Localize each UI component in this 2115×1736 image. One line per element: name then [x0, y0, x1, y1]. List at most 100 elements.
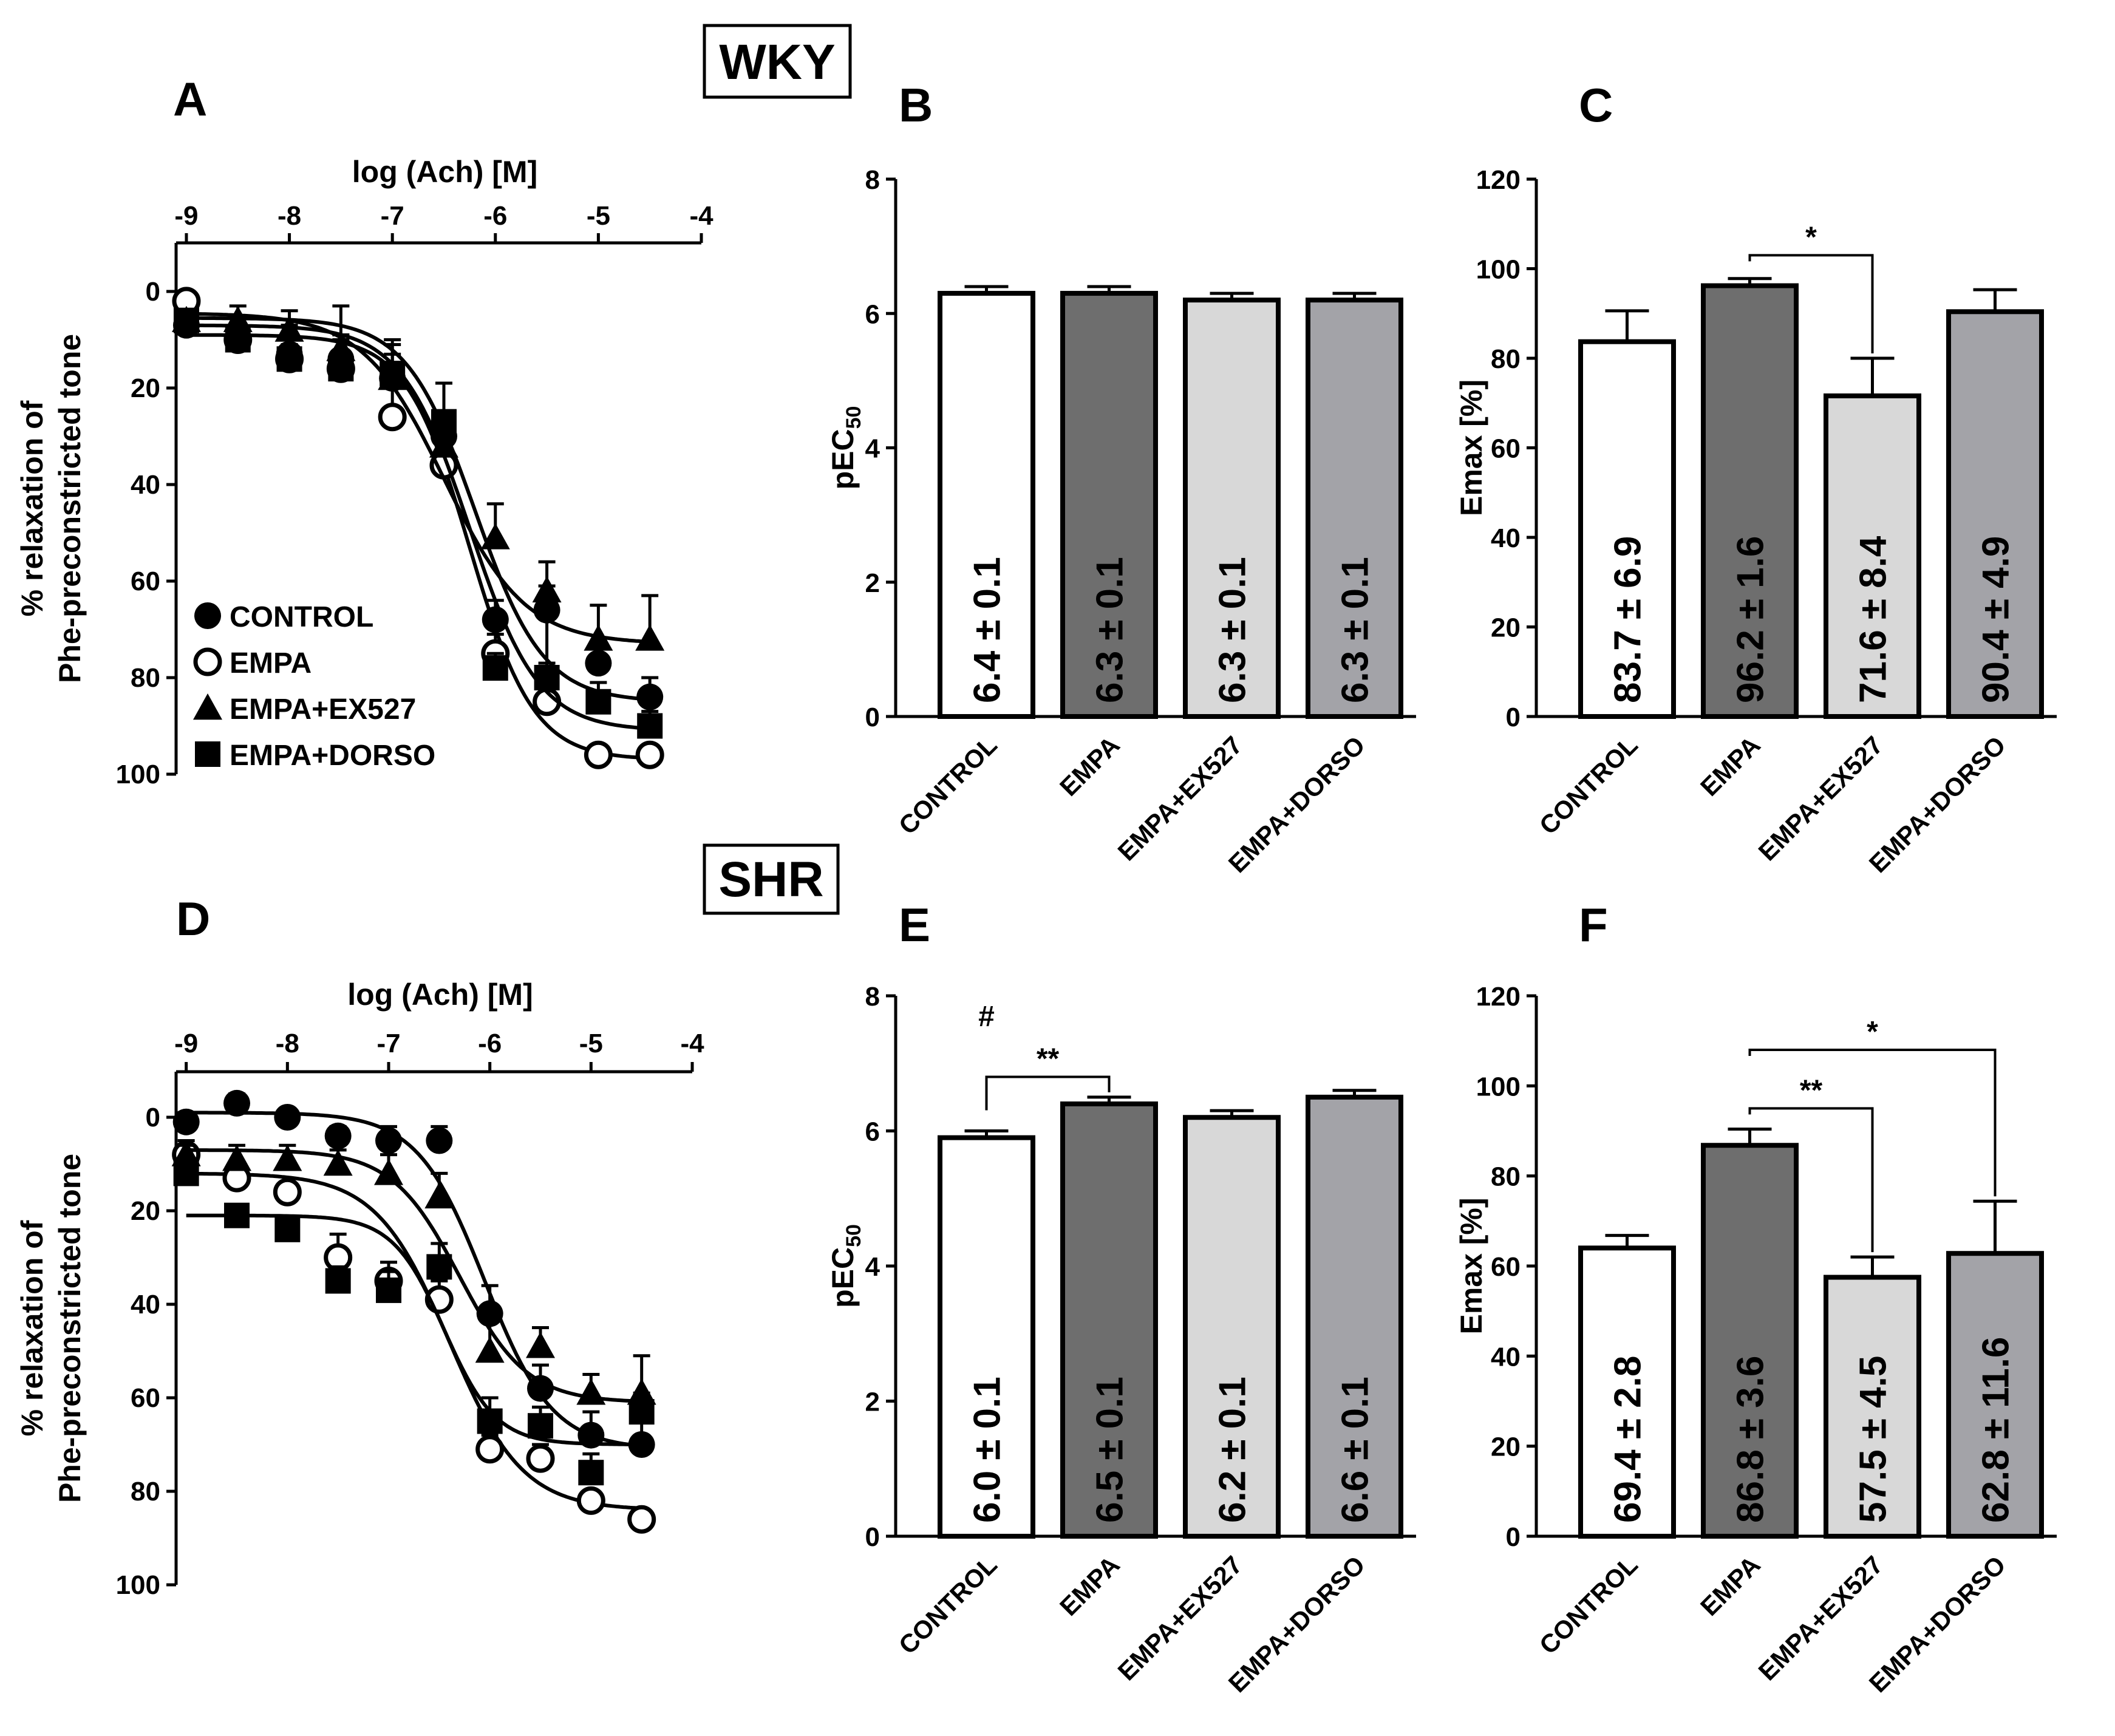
y-tick-label: 8 [865, 165, 880, 195]
y-tick-label: 6 [865, 299, 880, 329]
category-label: EMPA [1054, 1550, 1125, 1621]
data-point [584, 740, 613, 769]
data-point [224, 1202, 250, 1228]
y-tick-label: 60 [131, 567, 160, 596]
data-point [578, 1460, 604, 1486]
data-point [584, 624, 613, 651]
data-point [273, 1177, 302, 1207]
data-point [374, 1159, 403, 1185]
data-point [576, 1378, 606, 1405]
bar-empa [1060, 291, 1158, 719]
x-tick-label: -9 [174, 1029, 198, 1058]
x-tick-label: -7 [381, 201, 404, 231]
data-point [426, 1127, 453, 1154]
y-tick-label: 60 [131, 1383, 160, 1413]
data-point [328, 356, 354, 382]
y-axis-title-sub: 50 [842, 406, 865, 429]
data-point [173, 307, 199, 333]
fit-curve-empa [186, 333, 650, 760]
data-point [585, 689, 611, 715]
data-point [324, 1122, 352, 1149]
y-tick-label: 20 [131, 373, 160, 403]
y-tick-label: 0 [146, 1103, 160, 1132]
bar-value-label: 6.0 ± 0.1 [967, 1377, 1009, 1523]
bar-value-label: 6.2 ± 0.1 [1212, 1377, 1254, 1523]
y-tick-label: 100 [116, 760, 160, 789]
fit-curve-empa-dorso [186, 323, 650, 730]
y-tick-label: 100 [116, 1570, 160, 1600]
y-tick-label: 80 [131, 1477, 160, 1506]
x-tick-label: -7 [376, 1029, 400, 1058]
data-point [576, 1486, 605, 1515]
legend-marker [194, 602, 221, 629]
category-label: CONTROL [893, 1550, 1003, 1659]
bar-value-label: 6.3 ± 0.1 [1089, 557, 1131, 703]
x-tick-label: -5 [579, 1029, 603, 1058]
y-tick-label: 0 [1506, 1522, 1521, 1552]
bar-empa-ex527 [1183, 1115, 1281, 1539]
data-point [585, 650, 612, 677]
bar-value-label: 96.2 ± 1.6 [1730, 536, 1772, 703]
significance-bracket [1748, 1049, 1997, 1197]
x-tick-label: -6 [483, 201, 507, 231]
fit-curve-control [186, 1111, 642, 1448]
data-point [526, 1444, 555, 1473]
y-axis-title-sub: 50 [842, 1224, 865, 1247]
data-point [482, 655, 508, 681]
y-axis-title-line: Phe-preconstricted tone [53, 334, 87, 683]
y-tick-label: 0 [865, 703, 880, 732]
category-label: CONTROL [1534, 1550, 1643, 1659]
data-point [424, 1182, 454, 1209]
y-axis-title-main: pEC [826, 429, 860, 489]
y-tick-label: 0 [865, 1522, 880, 1552]
data-point [375, 1127, 402, 1154]
legend-entry: EMPA+EX527 [230, 693, 416, 726]
data-point [534, 665, 560, 690]
bar-value-label: 90.4 ± 4.9 [1975, 536, 2017, 703]
x-tick-label: -4 [680, 1029, 704, 1058]
x-tick-label: -6 [478, 1029, 502, 1058]
category-label: EMPA [1695, 1550, 1766, 1621]
panel-letter-d: D [176, 892, 210, 945]
chart-c: 0 20 40 60 80 100 120 Emax [%] 83.7 ± 6.9 CONTROL… [1454, 165, 2057, 878]
data-point [477, 1408, 503, 1434]
bar-control [1578, 1245, 1676, 1539]
shr-label: SHR [718, 852, 823, 907]
chart-f: 0 20 40 60 80 100 120 Emax [%] 69.4 ± 2.8 CONTROL… [1454, 982, 2057, 1698]
bar-control [1578, 339, 1676, 719]
data-point [223, 1089, 250, 1117]
y-axis-title-line: % relaxation of [15, 1220, 49, 1436]
data-point [273, 1145, 302, 1171]
panel-letter-f: F [1579, 898, 1608, 951]
y-tick-label: 8 [865, 982, 880, 1012]
data-point [426, 1254, 452, 1280]
y-tick-label: 100 [1476, 1072, 1521, 1101]
bar-value-label: 86.8 ± 3.6 [1730, 1356, 1772, 1523]
bar-control [938, 291, 1035, 719]
data-point [225, 327, 251, 353]
data-point [274, 1104, 301, 1131]
bar-value-label: 6.3 ± 0.1 [1335, 557, 1377, 703]
legend-marker [195, 741, 220, 767]
panel-letter-b: B [899, 78, 933, 132]
fit-curve-empa-dorso [186, 1213, 642, 1446]
data-point [325, 1268, 351, 1294]
fit-curve-empa-ex527 [186, 1148, 642, 1403]
panel-letter-c: C [1579, 78, 1613, 132]
bar-control [938, 1135, 1035, 1539]
bar-value-label: 83.7 ± 6.9 [1607, 536, 1649, 703]
bar-empa [1060, 1101, 1158, 1539]
bar-value-label: 6.3 ± 0.1 [1212, 557, 1254, 703]
legend-entry: EMPA+DORSO [230, 740, 435, 772]
category-label: EMPA [1695, 730, 1766, 802]
bar-empa-ex527 [1183, 298, 1281, 719]
bar-value-label: 69.4 ± 2.8 [1607, 1356, 1649, 1523]
y-axis-title: pEC50 [826, 1224, 865, 1308]
category-label: EMPA+EX527 [1112, 730, 1248, 866]
x-axis-title: log (Ach) [M] [352, 155, 537, 189]
chart-e: 0 2 4 6 8 pEC50 6.0 ± 0.1 CONTROL 6.5 ± 0.1 EMPA 6… [826, 982, 1416, 1698]
bar-value-label: 71.6 ± 8.4 [1853, 536, 1895, 703]
bar-empa-dorso [1946, 1251, 2044, 1539]
y-axis-title: % relaxation of Phe-preconstricted tone [15, 334, 87, 683]
y-axis-title-line: Phe-preconstricted tone [53, 1154, 87, 1503]
